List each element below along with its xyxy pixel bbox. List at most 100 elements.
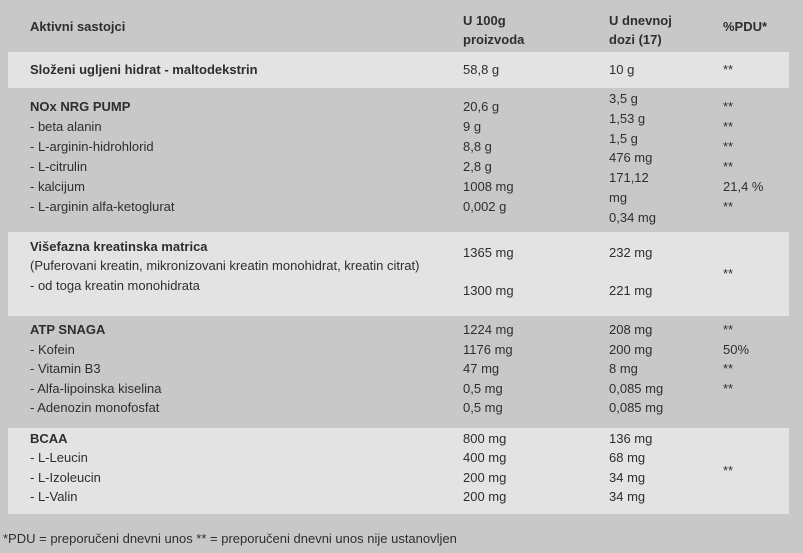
pdu-value: 50% [723, 341, 750, 357]
bcaa-daily-dose-values: 136 mg 68 mg 34 mg 34 mg [609, 428, 723, 514]
atp-per-100g-values: 1224 mg 1176 mg 47 mg 0,5 mg 0,5 mg [463, 316, 609, 428]
per-100g-value: 1365 mg [463, 245, 514, 260]
daily-dose-value: 208 mg [609, 322, 653, 337]
ingredient-name: Složeni ugljeni hidrat - maltodekstrin [30, 62, 258, 77]
daily-dose-value: mg [609, 189, 628, 205]
ingredient-name: - Adenozin monofosfat [30, 400, 160, 416]
per-100g-value: 1300 mg [463, 283, 514, 298]
creatine-per-100g-values: 1365 mg 1300 mg [463, 232, 609, 316]
nox-daily-dose-values: 3,5 g 1,53 g 1,5 g 476 mg 171,12 mg 0,34… [609, 88, 723, 232]
pdu-value: ** [723, 62, 734, 77]
per-100g-value: 2,8 g [463, 159, 492, 174]
daily-dose-value: 476 mg [609, 150, 653, 166]
per-100g-value: 800 mg [463, 431, 507, 446]
header-daily-dose: U dnevnoj dozi (17) [609, 0, 723, 52]
daily-dose-value: 1,53 g [609, 110, 646, 126]
creatine-section: Višefazna kreatinska matrica (Puferovani… [8, 232, 789, 316]
ingredient-name: - L-Izoleucin [30, 469, 101, 485]
daily-dose-value: 34 mg [609, 489, 646, 505]
pdu-value: ** [723, 322, 734, 337]
creatine-pdu-values: ** [723, 232, 789, 316]
ingredient-name: - kalcijum [30, 179, 85, 194]
daily-dose-value: 8 mg [609, 361, 638, 377]
ingredient-name: - L-Leucin [30, 450, 88, 466]
atp-daily-dose-values: 208 mg 200 mg 8 mg 0,085 mg 0,085 mg [609, 316, 723, 428]
creatine-daily-dose-values: 232 mg 221 mg [609, 232, 723, 316]
daily-dose-value: 68 mg [609, 450, 646, 466]
header-per-100g-line1: U 100g [463, 13, 506, 28]
bcaa-pdu-values: ** [723, 428, 789, 514]
bcaa-per-100g-values: 800 mg 400 mg 200 mg 200 mg [463, 428, 609, 514]
bcaa-section: BCAA - L-Leucin - L-Izoleucin - L-Valin … [8, 428, 789, 514]
ingredient-description: (Puferovani kreatin, mikronizovani kreat… [30, 258, 420, 273]
ingredient-name: BCAA [30, 431, 68, 446]
per-100g-value: 9 g [463, 119, 482, 134]
daily-dose-value: 10 g [609, 62, 635, 77]
table-header: Aktivni sastojci U 100g proizvoda U dnev… [8, 0, 789, 52]
per-100g-value: 400 mg [463, 450, 507, 466]
creatine-ingredient-names: Višefazna kreatinska matrica (Puferovani… [30, 232, 463, 316]
per-100g-value: 8,8 g [463, 139, 492, 154]
ingredient-name: - L-arginin alfa-ketoglurat [30, 199, 175, 214]
per-100g-value: 0,5 mg [463, 400, 503, 416]
daily-dose-value: 0,085 mg [609, 380, 664, 396]
header-per-100g-line2: proizvoda [463, 32, 525, 47]
ingredient-name: - Alfa-lipoinska kiselina [30, 380, 162, 396]
maltodextrin-row: Složeni ugljeni hidrat - maltodekstrin 5… [8, 52, 789, 88]
daily-dose-value: 232 mg [609, 245, 653, 260]
footer-note: *PDU = preporučeni dnevni unos ** = prep… [3, 531, 457, 546]
header-daily-dose-line1: U dnevnoj [609, 13, 672, 28]
nox-per-100g-values: 20,6 g 9 g 8,8 g 2,8 g 1008 mg 0,002 g [463, 88, 609, 232]
per-100g-value: 1224 mg [463, 322, 514, 337]
per-100g-value: 20,6 g [463, 99, 500, 114]
pdu-value: ** [723, 266, 734, 281]
pdu-value: ** [723, 463, 734, 478]
atp-pdu-values: ** 50% ** ** [723, 316, 789, 428]
pdu-value: ** [723, 119, 734, 134]
daily-dose-value: 0,34 mg [609, 209, 656, 225]
ingredient-name: Višefazna kreatinska matrica [30, 239, 208, 254]
pdu-value: ** [723, 361, 734, 377]
per-100g-value: 0,002 g [463, 199, 507, 214]
ingredient-name: - L-citrulin [30, 159, 88, 174]
per-100g-value: 200 mg [463, 469, 507, 485]
ingredient-name: - L-Valin [30, 489, 78, 505]
pdu-value: ** [723, 159, 734, 174]
daily-dose-value: 3,5 g [609, 91, 638, 106]
daily-dose-value: 200 mg [609, 341, 653, 357]
ingredient-name: - beta alanin [30, 119, 102, 134]
ingredient-name: - od toga kreatin monohidrata [30, 277, 200, 293]
pdu-value: ** [723, 99, 734, 114]
per-100g-value: 1176 mg [463, 341, 513, 357]
nox-pdu-values: ** ** ** ** 21,4 % ** [723, 88, 789, 232]
per-100g-value: 47 mg [463, 361, 500, 377]
per-100g-value: 0,5 mg [463, 380, 503, 396]
ingredient-name: ATP SNAGA [30, 322, 106, 337]
pdu-value: ** [723, 380, 734, 396]
ingredient-name: - Kofein [30, 341, 75, 357]
ingredient-name: - Vitamin B3 [30, 361, 101, 377]
daily-dose-value: 136 mg [609, 431, 653, 446]
atp-section: ATP SNAGA - Kofein - Vitamin B3 - Alfa-l… [8, 316, 789, 428]
ingredient-name: - L-arginin-hidrohlorid [30, 139, 154, 154]
header-per-100g: U 100g proizvoda [463, 0, 609, 52]
nox-ingredient-names: NOx NRG PUMP - beta alanin - L-arginin-h… [30, 88, 463, 232]
daily-dose-value: 0,085 mg [609, 400, 664, 416]
ingredient-name: NOx NRG PUMP [30, 99, 131, 114]
per-100g-value: 58,8 g [463, 62, 500, 77]
pdu-value: 21,4 % [723, 179, 764, 194]
daily-dose-value: 171,12 [609, 170, 649, 186]
per-100g-value: 200 mg [463, 489, 507, 505]
bcaa-ingredient-names: BCAA - L-Leucin - L-Izoleucin - L-Valin [30, 428, 463, 514]
daily-dose-value: 221 mg [609, 283, 653, 298]
header-pdu: %PDU* [723, 19, 768, 34]
daily-dose-value: 34 mg [609, 469, 646, 485]
atp-ingredient-names: ATP SNAGA - Kofein - Vitamin B3 - Alfa-l… [30, 316, 463, 428]
nutrition-table: Aktivni sastojci U 100g proizvoda U dnev… [8, 0, 789, 514]
pdu-value: ** [723, 199, 734, 214]
header-daily-dose-line2: dozi (17) [609, 32, 662, 47]
per-100g-value: 1008 mg [463, 179, 514, 194]
header-ingredients: Aktivni sastojci [30, 19, 126, 34]
nox-section: NOx NRG PUMP - beta alanin - L-arginin-h… [8, 88, 789, 232]
